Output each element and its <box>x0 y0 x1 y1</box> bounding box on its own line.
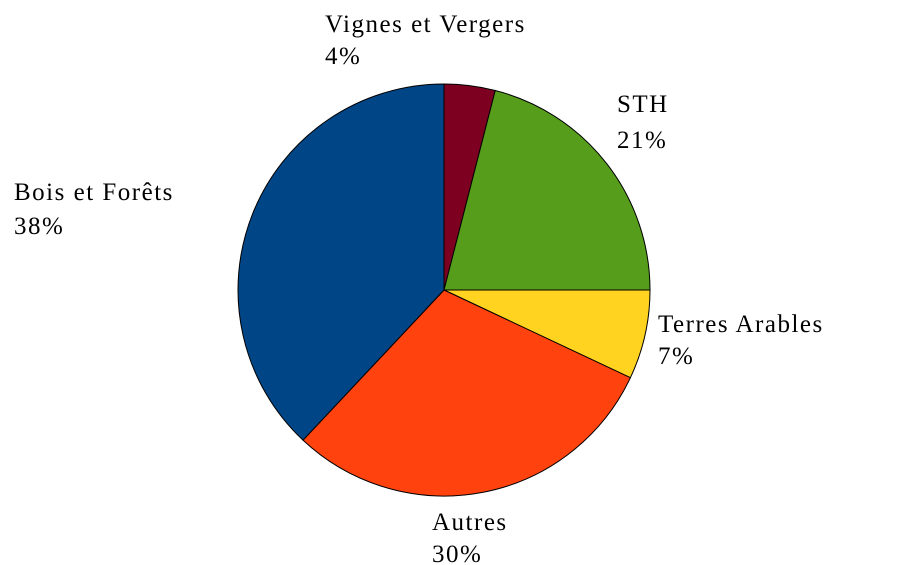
slice-value-label: 7% <box>658 343 694 370</box>
slice-value-label: 30% <box>432 541 482 565</box>
slice-label: Vignes et Vergers <box>325 11 526 38</box>
slice-value-label: 38% <box>14 213 64 240</box>
pie-slice <box>302 289 632 497</box>
slice-value-label: 4% <box>325 43 361 70</box>
pie-slice <box>237 83 445 441</box>
slice-label: STH <box>617 91 669 118</box>
slice-value-label: 21% <box>617 127 667 154</box>
slice-label: Autres <box>432 509 508 536</box>
slice-label: Bois et Forêts <box>14 179 174 206</box>
pie-slice <box>443 89 651 291</box>
slice-label: Terres Arables <box>658 311 824 338</box>
